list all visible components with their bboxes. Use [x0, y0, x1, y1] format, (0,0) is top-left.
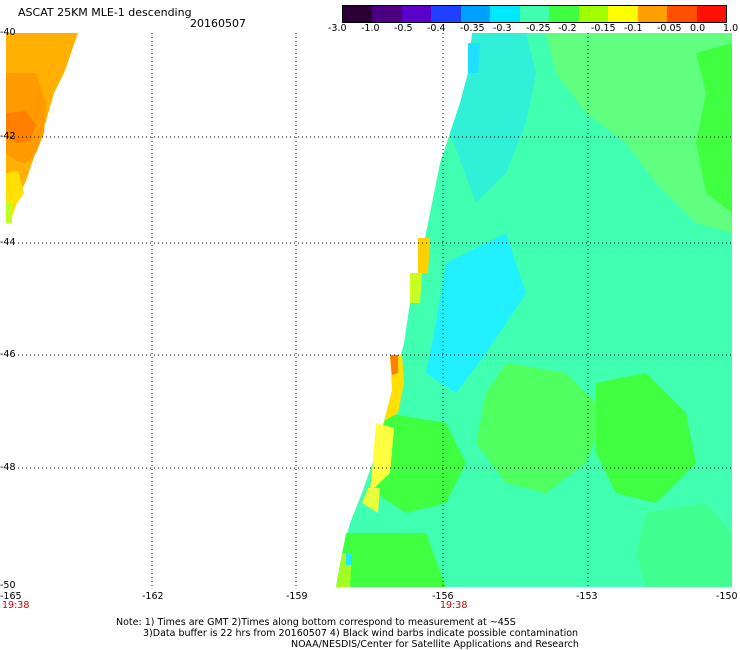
lon-label: -162 [142, 591, 164, 602]
lon-label: -165 [0, 591, 22, 602]
color-scale-tick: -0.2 [558, 23, 577, 34]
lat-label: -40 [0, 27, 16, 38]
color-scale-swatch [401, 6, 432, 22]
time-label: 19:38 [440, 600, 468, 611]
color-scale-tick: 0.0 [690, 23, 706, 34]
color-scale-swatch [549, 6, 579, 22]
lat-label: -48 [0, 462, 16, 473]
color-scale-labels: -3.0 -1.0 -0.5 -0.4 -0.35 -0.3 -0.25 -0.2 -0.15-… [328, 23, 738, 37]
color-scale-tick: -0.35 [460, 23, 485, 34]
note-line-1: Note: 1) Times are GMT 2)Times along bot… [116, 617, 516, 628]
lat-label: -50 [0, 580, 16, 591]
color-scale-tick: -0.4 [427, 23, 446, 34]
time-label: 19:38 [2, 600, 30, 611]
color-scale-swatch [667, 6, 697, 22]
color-scale-tick: -0.3 [493, 23, 512, 34]
product-date: 20160507 [190, 17, 246, 30]
color-scale-swatch [608, 6, 638, 22]
color-scale-swatch [637, 6, 668, 22]
color-scale-tick: -0.15 [591, 23, 616, 34]
color-scale-swatch [490, 6, 520, 22]
color-scale-tick: -0.5 [394, 23, 413, 34]
color-scale-tick: -1.0 [361, 23, 380, 34]
lon-label: -150 [716, 591, 738, 602]
lon-label: -156 [432, 591, 454, 602]
color-scale-tick: -0.1 [624, 23, 643, 34]
graticule [6, 33, 732, 587]
lon-label: -153 [576, 591, 598, 602]
swath-map [6, 33, 732, 587]
color-scale-tick: 1.0 [723, 23, 739, 34]
color-scale-swatch [696, 6, 727, 22]
right-swath [336, 33, 732, 587]
color-scale-swatch [372, 6, 402, 22]
color-scale-bar [342, 5, 727, 23]
lat-label: -44 [0, 237, 16, 248]
color-scale-swatch [519, 6, 550, 22]
note-line-3: NOAA/NESDIS/Center for Satellite Applica… [291, 639, 579, 650]
lon-label: -159 [286, 591, 308, 602]
note-line-2: 3)Data buffer is 22 hrs from 20160507 4)… [143, 628, 579, 639]
color-scale-swatch [343, 6, 373, 22]
color-scale-tick: -3.0 [328, 23, 347, 34]
lat-label: -42 [0, 131, 16, 142]
color-scale-tick: -0.05 [657, 23, 682, 34]
left-swath [6, 33, 78, 223]
product-title: ASCAT 25KM MLE-1 descending [18, 6, 192, 19]
color-scale-swatch [578, 6, 609, 22]
color-scale-swatch [431, 6, 461, 22]
color-scale-tick: -0.25 [526, 23, 551, 34]
color-scale-swatch [460, 6, 491, 22]
lat-label: -46 [0, 349, 16, 360]
